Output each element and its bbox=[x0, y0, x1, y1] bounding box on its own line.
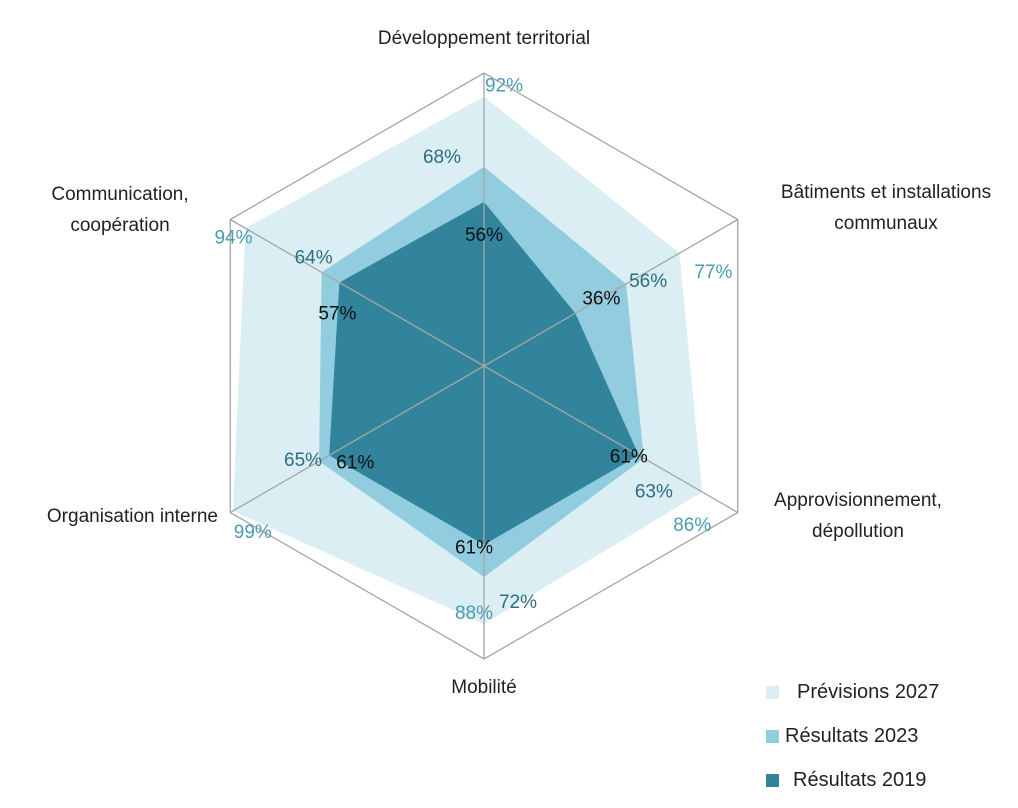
grid-spoke bbox=[483, 365, 739, 514]
category-label-approvisionnement-depollution: Approvisionnement, dépollution bbox=[774, 490, 942, 542]
legend-label: Prévisions 2027 bbox=[797, 680, 940, 703]
value-label-resultats-2019: 61% bbox=[610, 446, 648, 467]
value-label-resultats-2023: 65% bbox=[284, 450, 322, 471]
legend-swatch-resultats-2023 bbox=[766, 729, 779, 743]
value-label-previsions-2027: 77% bbox=[694, 262, 732, 283]
value-label-resultats-2019: 61% bbox=[455, 538, 493, 559]
category-label-communication-cooperation: Communication, coopération bbox=[51, 184, 188, 236]
value-label-resultats-2023: 56% bbox=[629, 271, 667, 292]
value-label-resultats-2023: 68% bbox=[423, 147, 461, 168]
legend-label: Résultats 2023 bbox=[785, 724, 919, 747]
grid-spoke bbox=[229, 218, 485, 367]
value-labels: 92% 77% 86% 88% 99% 94% 68% 56% 63% 72% 65% 64% 56% 3… bbox=[214, 75, 732, 623]
legend-item-resultats-2019[interactable]: Résultats 2019 bbox=[766, 758, 939, 802]
value-label-resultats-2019: 57% bbox=[318, 304, 356, 325]
legend-item-resultats-2023[interactable]: Résultats 2023 bbox=[766, 714, 939, 758]
legend-swatch-resultats-2019 bbox=[766, 773, 779, 787]
value-label-resultats-2019: 61% bbox=[336, 452, 374, 473]
category-label-developpement-territorial: Développement territorial bbox=[378, 28, 590, 49]
category-label-organisation-interne: Organisation interne bbox=[47, 506, 218, 527]
category-labels: Développement territorial Bâtiments et in… bbox=[47, 28, 991, 698]
value-label-previsions-2027: 86% bbox=[673, 515, 711, 536]
grid-layer bbox=[229, 72, 739, 660]
legend-item-previsions-2027[interactable]: Prévisions 2027 bbox=[766, 670, 939, 714]
grid-spoke bbox=[229, 365, 485, 514]
value-label-previsions-2027: 92% bbox=[485, 75, 523, 96]
value-label-resultats-2023: 63% bbox=[635, 481, 673, 502]
value-label-previsions-2027: 88% bbox=[455, 603, 493, 624]
series-layer bbox=[232, 96, 703, 624]
legend: Prévisions 2027 Résultats 2023 Résultats… bbox=[766, 670, 939, 802]
legend-label: Résultats 2019 bbox=[793, 768, 927, 791]
category-label-mobilite: Mobilité bbox=[451, 677, 516, 698]
category-label-batiments-et-installations-communaux: Bâtiments et installations communaux bbox=[781, 182, 991, 234]
value-label-previsions-2027: 99% bbox=[234, 522, 272, 543]
legend-swatch-previsions-2027 bbox=[766, 685, 779, 699]
value-label-resultats-2019: 36% bbox=[582, 288, 620, 309]
value-label-resultats-2019: 56% bbox=[465, 225, 503, 246]
grid-spoke bbox=[483, 218, 739, 367]
value-label-resultats-2023: 72% bbox=[499, 592, 537, 613]
value-label-resultats-2023: 64% bbox=[295, 247, 333, 268]
value-label-previsions-2027: 94% bbox=[214, 227, 252, 248]
